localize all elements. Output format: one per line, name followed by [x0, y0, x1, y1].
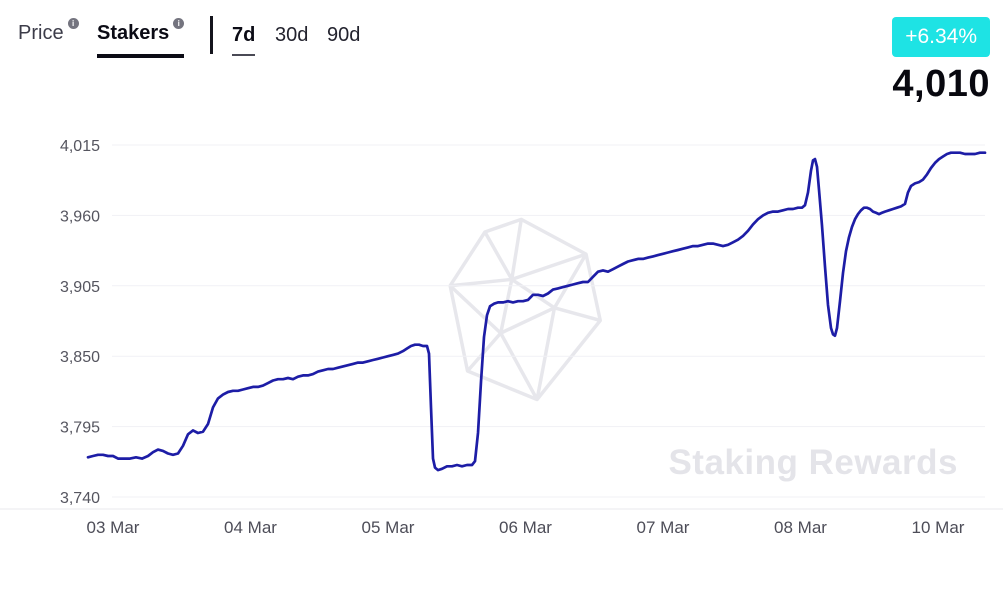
- tab-price[interactable]: Price i: [18, 18, 79, 45]
- header-divider: [210, 16, 213, 54]
- range-tab-7d[interactable]: 7d: [232, 24, 256, 56]
- x-axis-label: 07 Mar: [637, 518, 690, 537]
- change-badge: +6.34%: [892, 17, 990, 57]
- range-tab-90d[interactable]: 90d: [327, 24, 361, 46]
- current-value: 4,010: [892, 63, 990, 105]
- y-axis-label: 3,740: [60, 490, 100, 507]
- x-axis-label: 08 Mar: [774, 518, 827, 537]
- y-axis-label: 3,795: [60, 420, 100, 437]
- x-axis-label: 04 Mar: [224, 518, 277, 537]
- y-axis-label: 3,905: [60, 279, 100, 296]
- y-axis-label: 3,960: [60, 208, 100, 225]
- chart-header: Price i Stakers i 7d 30d 90d +6.34% 4,010: [0, 0, 1003, 110]
- stakers-series-line: [86, 151, 987, 472]
- tab-stakers-label: Stakers: [97, 22, 170, 44]
- x-axis-label: 03 Mar: [87, 518, 140, 537]
- x-axis-label: 05 Mar: [362, 518, 415, 537]
- y-axis-label: 3,850: [60, 349, 100, 366]
- x-axis-label: 10 Mar: [912, 518, 965, 537]
- info-icon[interactable]: i: [67, 18, 79, 29]
- tab-stakers[interactable]: Stakers i: [97, 18, 185, 58]
- x-axis-label: 06 Mar: [499, 518, 552, 537]
- range-tab-30d[interactable]: 30d: [275, 24, 309, 46]
- y-axis-label: 4,015: [60, 138, 100, 155]
- info-icon[interactable]: i: [173, 18, 185, 29]
- watermark-text: Staking Rewards: [668, 443, 958, 482]
- tab-price-label: Price: [18, 22, 64, 44]
